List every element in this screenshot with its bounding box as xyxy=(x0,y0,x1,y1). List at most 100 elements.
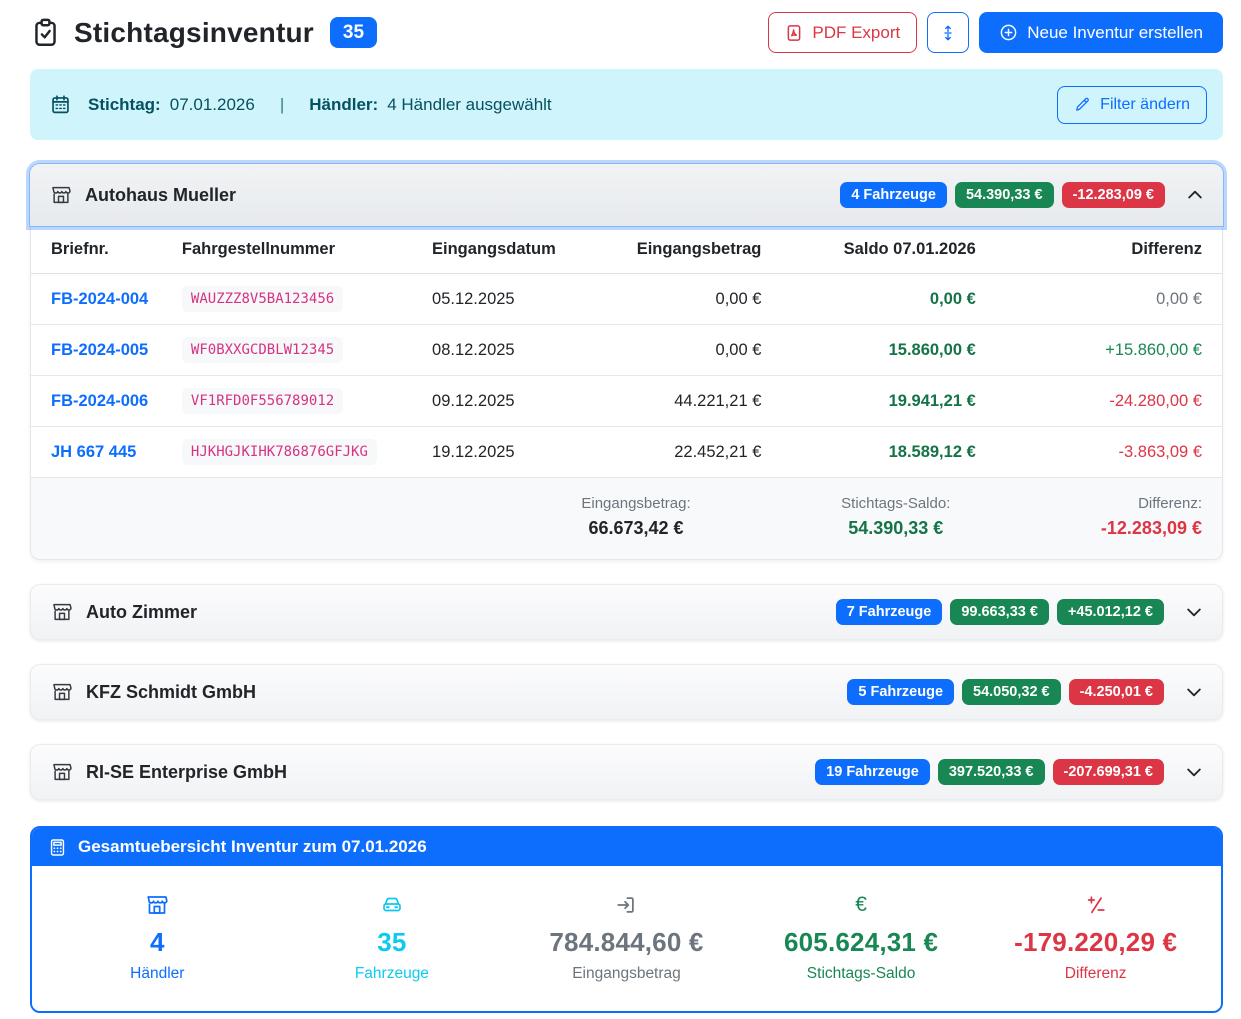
pdf-file-icon xyxy=(785,24,803,42)
dealer-name: KFZ Schmidt GmbH xyxy=(86,681,256,702)
table-row: FB-2024-005 WF0BXXGCDBLW12345 08.12.2025… xyxy=(31,324,1222,376)
col-eingangsbetrag: Eingangsbetrag xyxy=(602,226,770,274)
saldo-badge: 99.663,33 € xyxy=(950,598,1049,626)
stat-value: 605.624,31 € xyxy=(783,927,939,957)
vin-badge: WAUZZZ8V5BA123456 xyxy=(181,286,344,312)
stat-label: Händler xyxy=(130,965,185,982)
col-eingangsdatum: Eingangsdatum xyxy=(424,226,603,274)
eingangsbetrag-cell: 44.221,21 € xyxy=(602,375,770,427)
col-briefnr: Briefnr. xyxy=(31,226,174,274)
diff-badge: -12.283,09 € xyxy=(1061,181,1165,209)
footer-differenz: Differenz: -12.283,09 € xyxy=(1101,495,1202,539)
dealer-card-auto-zimmer: Auto Zimmer 7 Fahrzeuge 99.663,33 € +45.… xyxy=(30,584,1223,640)
table-row: FB-2024-004 WAUZZZ8V5BA123456 05.12.2025… xyxy=(31,273,1222,325)
dealer-header-kfz-schmidt[interactable]: KFZ Schmidt GmbH 5 Fahrzeuge 54.050,32 €… xyxy=(30,664,1223,720)
stichtag-label: Stichtag: xyxy=(88,94,161,114)
dealer-name: RI-SE Enterprise GmbH xyxy=(86,761,288,782)
stat-haendler: 4 Händler xyxy=(40,892,275,983)
box-arrow-in-icon xyxy=(509,892,744,918)
stat-label: Differenz xyxy=(1064,965,1127,982)
shop-icon xyxy=(50,184,72,206)
eingangsdatum-cell: 09.12.2025 xyxy=(424,375,603,427)
euro-icon: € xyxy=(855,893,867,916)
shop-icon xyxy=(51,761,73,783)
vehicles-badge: 4 Fahrzeuge xyxy=(840,181,947,209)
edit-filter-label: Filter ändern xyxy=(1100,95,1190,113)
stat-label: Eingangsbetrag xyxy=(572,965,681,982)
stat-value: 35 xyxy=(377,927,407,957)
vehicles-badge: 5 Fahrzeuge xyxy=(847,678,955,706)
vehicles-table: Briefnr. Fahrgestellnummer Eingangsdatum… xyxy=(31,226,1222,478)
dealer-name: Autohaus Mueller xyxy=(85,184,237,205)
briefnr-link[interactable]: JH 667 445 xyxy=(51,442,137,461)
stat-eingangsbetrag: 784.844,60 € Eingangsbetrag xyxy=(509,892,744,983)
clipboard-check-icon xyxy=(30,17,61,48)
stat-label: Fahrzeuge xyxy=(354,965,429,982)
footer-saldo-label: Stichtags-Saldo: xyxy=(841,495,951,512)
eingangsbetrag-cell: 0,00 € xyxy=(602,273,770,325)
filter-bar: Stichtag: 07.01.2026 | Händler: 4 Händle… xyxy=(30,69,1223,140)
stat-value: 784.844,60 € xyxy=(549,927,704,957)
vin-badge: VF1RFD0F556789012 xyxy=(181,388,344,414)
footer-differenz-value: -12.283,09 € xyxy=(1100,518,1202,538)
stat-stichtags-saldo: € 605.624,31 € Stichtags-Saldo xyxy=(744,892,979,983)
saldo-badge: 54.390,33 € xyxy=(954,181,1054,209)
eingangsbetrag-cell: 22.452,21 € xyxy=(602,426,770,478)
expand-collapse-all-button[interactable] xyxy=(927,12,970,53)
chevron-down-icon xyxy=(1184,602,1204,622)
calendar-icon xyxy=(50,94,71,115)
haendler-label: Händler: xyxy=(309,94,379,114)
footer-eingangsbetrag-value: 66.673,42 € xyxy=(588,518,684,538)
table-row: JH 667 445 HJKHGJKIHK786876GFJKG 19.12.2… xyxy=(31,426,1222,478)
haendler-value: 4 Händler ausgewählt xyxy=(387,94,552,114)
car-icon xyxy=(275,892,510,918)
col-fahrgestellnummer: Fahrgestellnummer xyxy=(173,226,425,274)
pdf-export-button[interactable]: PDF Export xyxy=(768,12,918,53)
eingangsdatum-cell: 19.12.2025 xyxy=(424,426,603,478)
table-footer: Eingangsbetrag: 66.673,42 € Stichtags-Sa… xyxy=(31,478,1222,559)
briefnr-link[interactable]: FB-2024-004 xyxy=(51,289,149,308)
new-inventory-label: Neue Inventur erstellen xyxy=(1027,23,1203,42)
chevron-up-icon xyxy=(1185,185,1205,205)
dealer-name: Auto Zimmer xyxy=(86,601,198,622)
dealer-header-autohaus-mueller[interactable]: Autohaus Mueller 4 Fahrzeuge 54.390,33 €… xyxy=(30,164,1223,226)
eingangsdatum-cell: 05.12.2025 xyxy=(424,273,603,325)
page-title: Stichtagsinventur xyxy=(74,16,314,48)
stat-fahrzeuge: 35 Fahrzeuge xyxy=(275,892,510,983)
dealer-header-ri-se-enterprise[interactable]: RI-SE Enterprise GmbH 19 Fahrzeuge 397.5… xyxy=(30,744,1223,800)
edit-filter-button[interactable]: Filter ändern xyxy=(1057,85,1207,124)
stat-differenz: -179.220,29 € Differenz xyxy=(978,892,1213,983)
arrows-expand-icon xyxy=(939,24,957,42)
footer-eingangsbetrag: Eingangsbetrag: 66.673,42 € xyxy=(581,495,690,539)
eingangsdatum-cell: 08.12.2025 xyxy=(424,324,603,376)
dealer-card-ri-se-enterprise: RI-SE Enterprise GmbH 19 Fahrzeuge 397.5… xyxy=(30,744,1223,800)
saldo-cell: 18.589,12 € xyxy=(769,426,984,478)
differenz-cell: 0,00 € xyxy=(983,273,1222,325)
chevron-down-icon xyxy=(1184,762,1204,782)
shop-icon xyxy=(51,601,73,623)
summary-body: 4 Händler 35 Fahrzeuge 784.844,60 € xyxy=(32,866,1221,1011)
briefnr-link[interactable]: FB-2024-006 xyxy=(51,391,149,410)
new-inventory-button[interactable]: Neue Inventur erstellen xyxy=(979,12,1223,53)
plus-circle-icon xyxy=(999,23,1018,42)
briefnr-link[interactable]: FB-2024-005 xyxy=(51,340,149,359)
vin-badge: WF0BXXGCDBLW12345 xyxy=(181,337,344,363)
shop-icon xyxy=(51,681,73,703)
stat-value: -179.220,29 € xyxy=(1014,927,1178,957)
footer-saldo-value: 54.390,33 € xyxy=(848,518,944,538)
dealer-body: Briefnr. Fahrgestellnummer Eingangsdatum… xyxy=(30,226,1223,560)
pdf-export-label: PDF Export xyxy=(812,23,901,42)
saldo-badge: 397.520,33 € xyxy=(937,758,1045,786)
differenz-cell: -3.863,09 € xyxy=(983,426,1222,478)
shop-icon xyxy=(40,892,275,918)
vehicles-badge: 7 Fahrzeuge xyxy=(835,598,943,626)
eingangsbetrag-cell: 0,00 € xyxy=(602,324,770,376)
vin-badge: HJKHGJKIHK786876GFJKG xyxy=(181,439,377,465)
table-header-row: Briefnr. Fahrgestellnummer Eingangsdatum… xyxy=(31,226,1222,274)
topbar: Stichtagsinventur 35 PDF Export xyxy=(30,10,1223,69)
summary-card: Gesamtuebersicht Inventur zum 07.01.2026… xyxy=(30,826,1223,1013)
dealer-header-auto-zimmer[interactable]: Auto Zimmer 7 Fahrzeuge 99.663,33 € +45.… xyxy=(30,584,1223,640)
pencil-icon xyxy=(1074,96,1091,113)
differenz-cell: +15.860,00 € xyxy=(983,324,1222,376)
dealer-card-autohaus-mueller: Autohaus Mueller 4 Fahrzeuge 54.390,33 €… xyxy=(30,164,1223,560)
